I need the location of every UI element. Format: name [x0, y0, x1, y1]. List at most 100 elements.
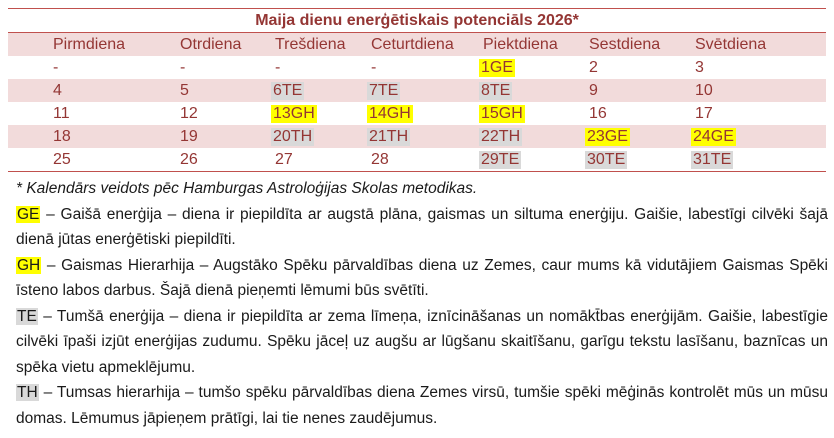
weekday-header-row: Pirmdiena Otrdiena Trešdiena Ceturtdiena Pie…: [8, 32, 827, 56]
day-marked-te: 6TE: [271, 81, 305, 100]
day-marked-gh: 13GH: [271, 104, 317, 123]
week-row-cell: 7TE: [367, 79, 479, 102]
definition-text: – Tumšā enerģija – diena ir piepildīta a…: [16, 307, 828, 376]
cell-text: Ceturtdiena: [371, 35, 454, 53]
day-marked-te: 29TE: [479, 150, 522, 169]
day-marked-ge: 1GE: [479, 58, 516, 77]
cell-text: -: [371, 58, 377, 76]
definition-ge: GE – Gaišā enerģija – diena ir piepildīt…: [16, 202, 828, 253]
week-row-cell: 1GE: [479, 56, 585, 79]
day-marked-th: 20TH: [271, 127, 315, 146]
weekday-header-row-cell: Piektdiena: [479, 32, 585, 56]
week-row-cell: 15GH: [479, 102, 585, 125]
calendar-title: Maija dienu enerģētiskais potenciāls 202…: [8, 8, 827, 33]
day-marked-th: 21TH: [367, 127, 411, 146]
day-marked-ge: 24GE: [691, 127, 736, 146]
day-marked-ge: 23GE: [585, 127, 630, 146]
cell-text: Pirmdiena: [53, 35, 126, 53]
week-row-cell: 20TH: [271, 125, 367, 148]
week-row: 11 12 13GH 14GH 15GH 16 17: [8, 102, 826, 125]
row-indent: [8, 32, 49, 56]
week-row-cell: 3: [691, 56, 826, 79]
week-row-cell: 12: [176, 102, 271, 125]
week-row: 4 5 6TE 7TE 8TE 9 10: [8, 79, 827, 102]
cell-text: 5: [180, 81, 189, 99]
week-row-cell: 29TE: [479, 148, 585, 172]
week-row-cell: 21TH: [367, 125, 479, 148]
row-indent: [8, 79, 49, 102]
weekday-header-row-cell: Pirmdiena: [49, 32, 176, 56]
row-indent: [8, 148, 49, 172]
weekday-header-row-cell: Trešdiena: [271, 32, 367, 56]
cell-text: 10: [695, 81, 713, 99]
cell-text: 4: [53, 81, 62, 99]
week-row-cell: 5: [176, 79, 271, 102]
weekday-header-row-cell: Ceturtdiena: [367, 32, 479, 56]
cell-text: 2: [589, 58, 598, 76]
cell-text: Otrdiena: [180, 35, 242, 53]
week-row-cell: 14GH: [367, 102, 479, 125]
day-marked-te: 7TE: [367, 81, 401, 100]
week-row-cell: -: [176, 56, 271, 79]
cell-text: -: [180, 58, 186, 76]
definition-text: – Gaišā enerģija – diena ir piepildīta a…: [16, 205, 828, 249]
week-row-cell: 19: [176, 125, 271, 148]
week-row-cell: 17: [691, 102, 826, 125]
row-indent: [8, 56, 49, 79]
week-row-cell: 26: [176, 148, 271, 172]
day-marked-te: 8TE: [479, 81, 513, 100]
weekday-header-row-cell: Otrdiena: [176, 32, 271, 56]
day-marked-te: 30TE: [585, 150, 628, 169]
week-row-cell: 28: [367, 148, 479, 172]
cell-text: 3: [695, 58, 704, 76]
weekday-header-row-cell: Svētdiena: [691, 32, 827, 56]
week-row-cell: 25: [49, 148, 176, 172]
week-row-cell: 16: [585, 102, 691, 125]
week-row-cell: -: [367, 56, 479, 79]
footnote: * Kalendārs veidots pēc Hamburgas Astrol…: [16, 180, 478, 197]
definition-abbr: TH: [16, 384, 39, 401]
definitions-list: GE – Gaišā enerģija – diena ir piepildīt…: [16, 202, 828, 432]
week-row-cell: 8TE: [479, 79, 585, 102]
cell-text: 19: [180, 127, 198, 145]
week-row-cell: 6TE: [271, 79, 367, 102]
cell-text: 26: [180, 150, 198, 168]
week-row-cell: 22TH: [479, 125, 585, 148]
day-marked-gh: 14GH: [367, 104, 413, 123]
weekday-header-row-cell: Sestdiena: [585, 32, 691, 56]
week-row-cell: 24GE: [691, 125, 827, 148]
definition-te: TE – Tumšā enerģija – diena ir piepildīt…: [16, 304, 828, 381]
week-row-cell: 31TE: [691, 148, 827, 172]
week-row-cell: 18: [49, 125, 176, 148]
notes-section: * Kalendārs veidots pēc Hamburgas Astrol…: [16, 176, 828, 431]
day-marked-gh: 15GH: [479, 104, 525, 123]
week-row: - - - - 1GE 2 3: [8, 56, 826, 79]
week-row-cell: -: [49, 56, 176, 79]
cell-text: Trešdiena: [275, 35, 346, 53]
cell-text: 25: [53, 150, 71, 168]
definition-abbr: TE: [16, 307, 38, 325]
definition-text: – Gaismas Hierarhija – Augstāko Spēku pā…: [16, 256, 828, 300]
cell-text: 16: [589, 104, 607, 122]
week-row-cell: 2: [585, 56, 691, 79]
cell-text: 12: [180, 104, 198, 122]
calendar-table: Maija dienu enerģētiskais potenciāls 202…: [8, 8, 827, 172]
week-row-cell: 4: [49, 79, 176, 102]
week-row-cell: 27: [271, 148, 367, 172]
week-row: 18 19 20TH 21TH 22TH 23GE 24GE: [8, 125, 827, 148]
week-row: 25 26 27 28 29TE 30TE 31TE: [8, 148, 827, 172]
definition-abbr: GE: [16, 205, 41, 223]
cell-text: 28: [371, 150, 389, 168]
week-row-cell: 9: [585, 79, 691, 102]
cell-text: -: [53, 58, 59, 76]
week-row-cell: 30TE: [585, 148, 691, 172]
week-row-cell: 23GE: [585, 125, 691, 148]
row-indent: [8, 102, 49, 125]
cell-text: 27: [275, 150, 293, 168]
day-marked-te: 31TE: [691, 150, 734, 169]
definition-text: – Tumsas hierarhija – tumšo spēku pārval…: [16, 384, 828, 427]
week-row-cell: 11: [49, 102, 176, 125]
definition-th: TH – Tumsas hierarhija – tumšo spēku pār…: [16, 380, 828, 431]
row-indent: [8, 125, 49, 148]
